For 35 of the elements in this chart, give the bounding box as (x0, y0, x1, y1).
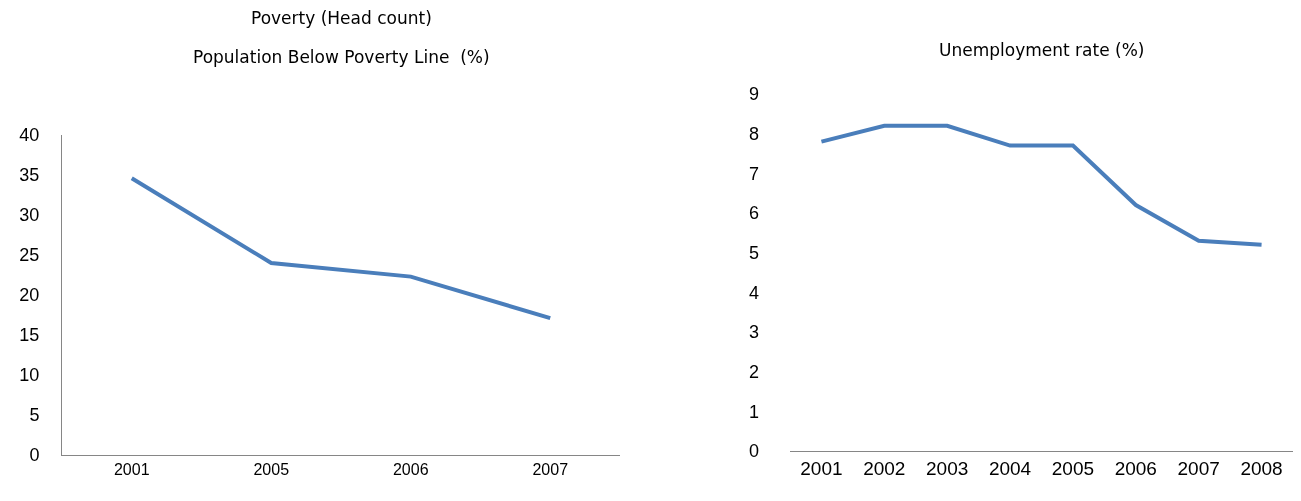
y-tick-label: 9 (748, 84, 759, 105)
x-tick-label: 2001 (113, 461, 150, 479)
x-tick-label: 2005 (1051, 457, 1095, 479)
y-tick-label: 2 (748, 361, 759, 382)
x-tick-label: 2004 (988, 457, 1032, 479)
y-tick-label: 8 (748, 123, 759, 144)
x-tick-label: 2005 (253, 461, 290, 479)
x-tick-label: 2007 (1177, 457, 1220, 479)
y-tick-label: 0 (748, 441, 759, 462)
y-tick-label: 4 (748, 282, 759, 303)
x-tick-label: 2002 (863, 457, 906, 479)
y-tick-label: 40 (19, 125, 40, 146)
y-tick-label: 25 (19, 245, 40, 266)
y-tick-label: 1 (748, 401, 759, 422)
x-tick-label: 2001 (800, 457, 843, 479)
y-tick-label: 0 (29, 445, 40, 466)
y-tick-label: 5 (748, 242, 759, 263)
y-tick-label: 5 (29, 405, 40, 426)
y-tick-label: 7 (748, 163, 759, 184)
y-tick-label: 6 (748, 203, 759, 224)
chart-title: Poverty (Head count) Population Below Poverty Line (%) (193, 8, 490, 67)
y-tick-label: 10 (19, 365, 40, 386)
x-tick-label: 2007 (532, 461, 569, 479)
x-tick-label: 2006 (1114, 457, 1157, 479)
x-tick-label: 2003 (926, 457, 969, 479)
y-tick-label: 3 (748, 322, 759, 343)
x-tick-label: 2008 (1240, 457, 1283, 479)
x-tick-label: 2006 (392, 461, 429, 479)
line-series (129, 176, 553, 321)
y-tick-label: 15 (19, 325, 40, 346)
chart-title: Unemployment rate (%) (939, 40, 1145, 60)
y-tick-label: 30 (19, 205, 40, 226)
y-tick-label: 35 (19, 165, 40, 186)
y-tick-label: 20 (19, 285, 40, 306)
line-series (819, 123, 1264, 247)
